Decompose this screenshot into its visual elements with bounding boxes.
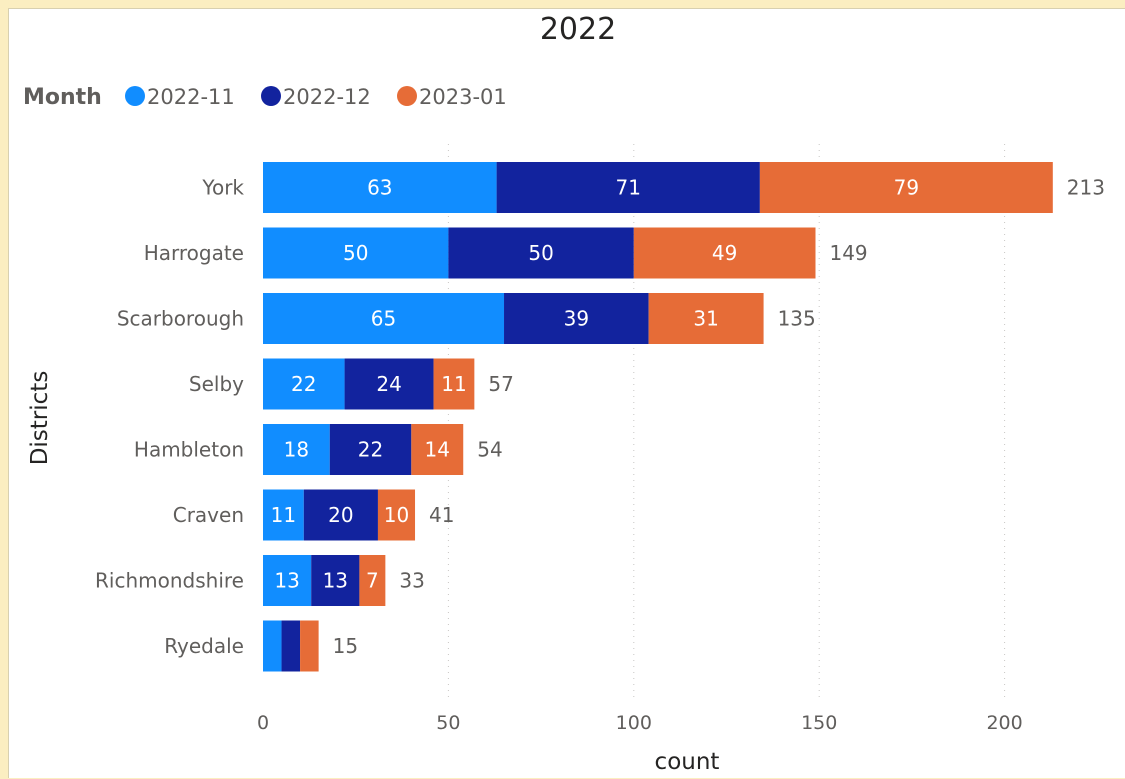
category-label: Richmondshire	[95, 569, 244, 593]
data-label: 71	[616, 176, 641, 200]
x-axis-title: count	[655, 749, 720, 775]
bar-segment-2023-01[interactable]	[433, 358, 475, 410]
data-label: 31	[693, 307, 718, 331]
chart-frame: 2022 Month 2022-11 2022-12 2023-01 63 71 79 2…	[8, 8, 1125, 778]
bar-segment-2023-01[interactable]	[633, 227, 816, 279]
data-label: 13	[274, 569, 299, 593]
legend-label: 2022-12	[283, 85, 371, 109]
bar-segment-2022-11[interactable]	[263, 489, 304, 541]
x-tick-label: 150	[801, 712, 837, 734]
category-axis: York Harrogate Scarborough Selby Hambleton Cr…	[95, 176, 244, 659]
data-label: 50	[528, 241, 553, 265]
x-tick-label: 0	[257, 712, 269, 734]
bar-segment-2022-12[interactable]	[329, 424, 412, 475]
bar-segment-2022-12[interactable]	[448, 227, 634, 279]
bar-segment-2022-11[interactable]	[263, 162, 497, 213]
bar-segment-2023-01[interactable]	[300, 620, 319, 672]
bar-segment-2022-12[interactable]	[496, 162, 760, 213]
legend-title: Month	[23, 85, 102, 110]
legend-label: 2023-01	[419, 85, 507, 109]
legend-swatch	[125, 86, 145, 106]
bar-segment-2022-11[interactable]	[263, 227, 449, 279]
legend-item-2022-11[interactable]: 2022-11	[125, 85, 235, 109]
total-label: 54	[477, 438, 502, 462]
data-label: 18	[284, 438, 309, 462]
bar-segment-2022-12[interactable]	[303, 489, 378, 541]
category-label: Scarborough	[117, 307, 244, 331]
chart-title: 2022	[540, 12, 616, 47]
bar-segment-2022-11[interactable]	[263, 424, 330, 475]
total-label: 57	[488, 372, 513, 396]
x-tick-label: 50	[436, 712, 460, 734]
bar-segment-2022-12[interactable]	[504, 293, 649, 344]
gridlines	[447, 144, 1006, 699]
total-label: 149	[829, 241, 867, 265]
data-label: 10	[384, 503, 409, 527]
bar-segment-2022-11[interactable]	[263, 293, 505, 344]
total-label: 33	[399, 569, 424, 593]
legend-item-2023-01[interactable]: 2023-01	[397, 85, 507, 109]
data-label: 39	[564, 307, 589, 331]
legend-label: 2022-11	[147, 85, 235, 109]
data-label: 14	[425, 438, 450, 462]
data-label: 11	[271, 503, 296, 527]
bar-segment-2023-01[interactable]	[377, 489, 416, 541]
data-label: 63	[367, 176, 392, 200]
total-label: 41	[429, 503, 454, 527]
legend-swatch	[397, 86, 417, 106]
category-label: Harrogate	[144, 241, 244, 265]
value-axis: 0 50 100 150 200	[257, 712, 1023, 734]
data-label: 79	[894, 176, 919, 200]
data-label: 11	[441, 372, 466, 396]
bar-segment-2022-11[interactable]	[263, 358, 345, 410]
x-tick-label: 100	[616, 712, 652, 734]
bar-segment-2023-01[interactable]	[759, 162, 1053, 213]
category-label: Craven	[173, 503, 244, 527]
stacked-bar-chart: 2022 Month 2022-11 2022-12 2023-01 63 71 79 2…	[23, 12, 1105, 775]
bar-segment-2023-01[interactable]	[359, 555, 386, 606]
total-label: 213	[1067, 176, 1105, 200]
category-label: York	[201, 176, 244, 200]
total-label: 15	[333, 634, 358, 658]
data-label: 65	[371, 307, 396, 331]
data-label: 7	[366, 569, 379, 593]
bar-segment-2023-01[interactable]	[648, 293, 764, 344]
y-axis-title: Districts	[27, 371, 53, 466]
bars: 63 71 79 213 50 50 49 149 65 39 31 135 22 24 11 57 18 22 1…	[263, 162, 1105, 672]
bar-segment-2022-11[interactable]	[263, 620, 282, 672]
data-label: 24	[376, 372, 401, 396]
bar-segment-2022-12[interactable]	[311, 555, 360, 606]
data-label: 22	[358, 438, 383, 462]
x-tick-label: 200	[986, 712, 1022, 734]
data-label: 49	[712, 241, 737, 265]
category-label: Ryedale	[164, 634, 244, 658]
bar-segment-2022-11[interactable]	[263, 555, 312, 606]
bar-segment-2022-12[interactable]	[344, 358, 434, 410]
data-label: 20	[328, 503, 353, 527]
category-label: Hambleton	[134, 438, 244, 462]
legend-swatch	[261, 86, 281, 106]
total-label: 135	[778, 307, 816, 331]
data-label: 22	[291, 372, 316, 396]
data-label: 13	[323, 569, 348, 593]
data-label: 50	[343, 241, 368, 265]
bar-segment-2023-01[interactable]	[411, 424, 464, 475]
legend-item-2022-12[interactable]: 2022-12	[261, 85, 371, 109]
legend: Month 2022-11 2022-12 2023-01	[23, 85, 507, 110]
bar-segment-2022-12[interactable]	[281, 620, 301, 672]
category-label: Selby	[189, 372, 244, 396]
